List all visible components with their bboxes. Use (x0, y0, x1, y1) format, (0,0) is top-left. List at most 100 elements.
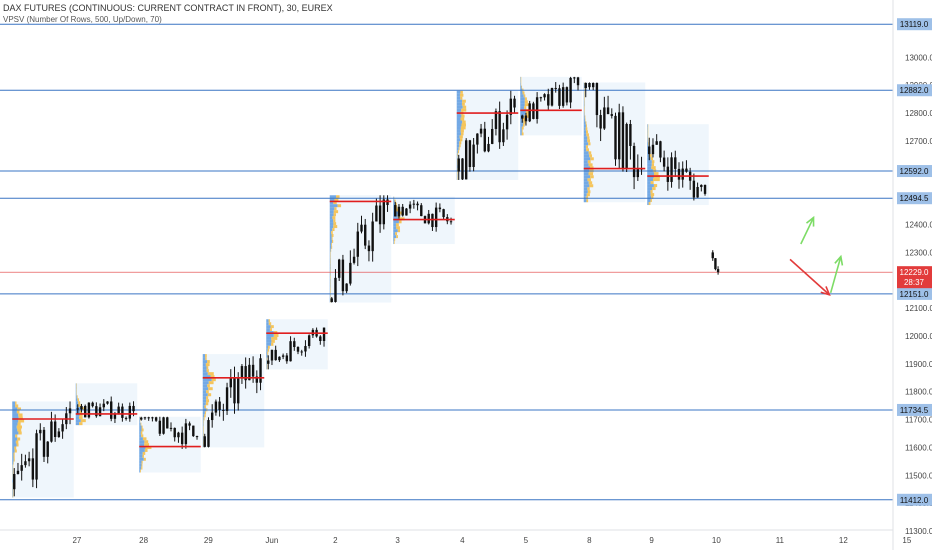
volume-profiles (12, 76, 709, 498)
profile-bar-down (522, 117, 526, 121)
candle-body (505, 114, 509, 130)
profile-bar-up (456, 96, 461, 100)
level-label-box (897, 493, 932, 506)
profile-bar-up (647, 178, 653, 182)
profile-bar-up (202, 372, 208, 376)
profile-bar-down (206, 396, 209, 400)
candle-body (648, 146, 651, 155)
time-tick-label: 2 (333, 536, 338, 545)
profile-bar-up (583, 115, 585, 119)
candle-body (532, 103, 535, 119)
profile-bar-up (329, 234, 332, 237)
profile-bar-up (456, 114, 462, 118)
profile-bar-down (586, 133, 589, 137)
candle-body (270, 349, 274, 361)
profile-bar-up (266, 348, 268, 352)
candle-body (584, 82, 587, 89)
profile-bar-up (12, 419, 19, 423)
price-tick-label: 11700.0 (905, 416, 932, 425)
profile-bar-up (583, 94, 585, 98)
profile-bar-down (461, 102, 465, 106)
profile-bar-down (267, 345, 270, 349)
profile-bar-up (393, 232, 396, 236)
time-tick-label: 5 (524, 536, 529, 545)
profile-bar-down (590, 175, 594, 179)
profile-bar-down (14, 446, 17, 450)
profile-bar-down (588, 163, 593, 167)
profile-bar-down (205, 354, 207, 358)
profile-bar-down (590, 157, 594, 161)
profile-bar-up (12, 437, 18, 441)
profile-bar-up (202, 414, 205, 418)
candle-body (714, 258, 717, 270)
profile-bar-up (583, 145, 586, 149)
profile-bar-up (329, 198, 335, 202)
profile-bar-down (18, 431, 22, 435)
candle-body (472, 144, 475, 167)
profile-bar-down (268, 319, 270, 323)
profile-bar-down (15, 434, 18, 438)
candle-body (681, 168, 684, 180)
profile-bar-down (460, 129, 464, 133)
profile-bar-up (75, 404, 79, 408)
profile-bar-up (647, 139, 648, 143)
profile-bar-down (333, 210, 339, 214)
profile-bar-up (12, 404, 16, 408)
profile-bar-down (203, 429, 204, 433)
profile-bar-up (583, 160, 588, 164)
candle-body (166, 417, 169, 429)
profile-bar-down (460, 126, 466, 130)
candle-body (117, 406, 120, 415)
session-profile-box (266, 319, 328, 370)
profile-bar-down (393, 241, 395, 245)
profile-bar-up (647, 181, 651, 185)
candle-body (595, 82, 599, 116)
profile-bar-up (583, 178, 588, 182)
profile-bar-up (202, 387, 209, 391)
profile-bar-up (202, 399, 207, 403)
candle-body (98, 407, 102, 417)
profile-bar-down (584, 118, 586, 122)
profile-bar-up (583, 199, 587, 203)
profile-bar-up (329, 278, 331, 282)
candle-body (106, 401, 109, 404)
profile-bar-down (461, 123, 466, 127)
profile-bar-up (202, 396, 207, 400)
profile-bar-down (648, 142, 649, 146)
profile-bar-down (523, 94, 526, 98)
profile-bar-up (139, 419, 140, 423)
profile-bar-down (141, 425, 143, 429)
candle-body (192, 425, 195, 437)
candle-body (442, 209, 445, 218)
profile-bar-up (456, 108, 462, 112)
profile-bar-down (207, 372, 214, 376)
study-legend[interactable]: VPSV (Number Of Rows, 500, Up/Down, 70) (3, 15, 162, 24)
profile-bar-up (393, 226, 397, 230)
profile-bar-up (12, 452, 14, 456)
profile-bar-down (521, 129, 523, 133)
profile-bar-down (16, 425, 22, 429)
profile-bar-up (202, 384, 208, 388)
profile-bar-up (583, 118, 585, 122)
profile-bar-up (583, 139, 588, 143)
candle-body (487, 143, 490, 152)
profile-bar-up (329, 239, 332, 243)
profile-bar-up (520, 111, 526, 115)
profile-bar-down (460, 117, 465, 121)
profile-bar-up (647, 172, 654, 176)
profile-bar-down (520, 79, 522, 83)
profile-bar-down (461, 108, 467, 112)
profile-bar-up (329, 210, 334, 214)
profile-bar-down (144, 443, 150, 447)
profile-bar-down (525, 111, 530, 115)
profile-bar-down (336, 195, 340, 199)
profile-bar-down (143, 457, 146, 461)
profile-bar-up (456, 102, 462, 106)
profile-bar-down (333, 225, 338, 229)
candle-body (524, 115, 528, 122)
time-tick-label: 28 (139, 536, 148, 545)
profile-bar-up (75, 422, 80, 426)
candle-body (128, 405, 132, 419)
profile-bar-down (524, 100, 528, 104)
